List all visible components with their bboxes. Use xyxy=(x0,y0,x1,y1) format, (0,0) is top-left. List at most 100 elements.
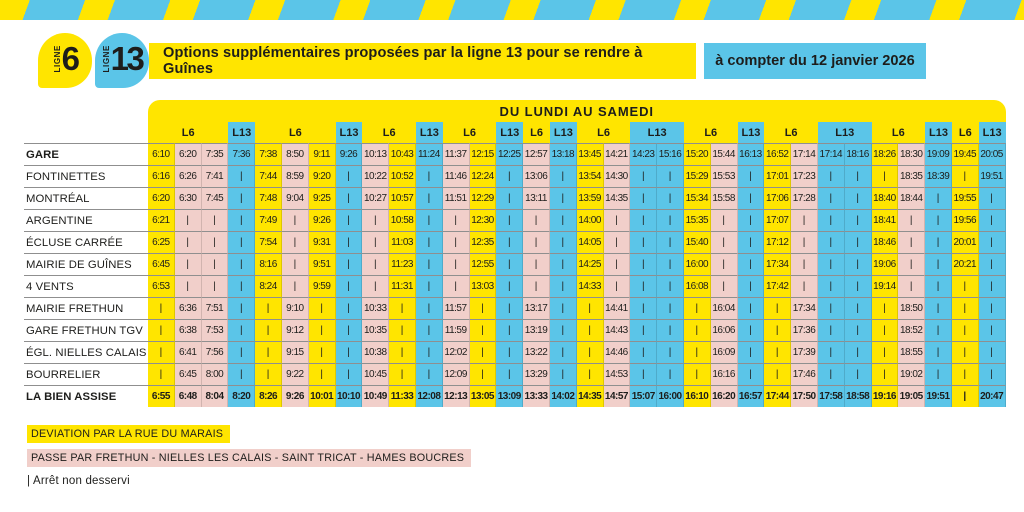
time-cell: 13:18 xyxy=(549,143,577,165)
time-cell: 8:20 xyxy=(228,385,256,407)
time-cell: | xyxy=(764,297,792,319)
time-cell: | xyxy=(951,341,979,363)
time-cell: | xyxy=(442,275,470,297)
time-cell: 20:05 xyxy=(978,143,1006,165)
time-cell: 16:20 xyxy=(710,385,738,407)
time-cell: 13:22 xyxy=(523,341,550,363)
time-cell: 13:11 xyxy=(523,187,550,209)
time-cell: | xyxy=(415,319,443,341)
time-cell: 6:10 xyxy=(148,143,175,165)
line-group-label: L13 xyxy=(549,122,577,143)
time-cell: | xyxy=(630,341,658,363)
time-cell: | xyxy=(657,209,684,231)
legend-frethun: PASSE PAR FRETHUN - NIELLES LES CALAIS -… xyxy=(27,449,472,467)
time-cell: | xyxy=(951,165,979,187)
time-cell: 16:52 xyxy=(764,143,792,165)
time-cell: 17:42 xyxy=(764,275,792,297)
time-cell: 10:45 xyxy=(362,363,390,385)
time-cell: 7:44 xyxy=(255,165,282,187)
time-cell: 17:28 xyxy=(791,187,818,209)
time-cell: | xyxy=(764,363,792,385)
time-cell: 18:39 xyxy=(925,165,952,187)
time-cell: | xyxy=(925,363,952,385)
time-cell: 19:02 xyxy=(898,363,926,385)
time-cell: 16:08 xyxy=(683,275,711,297)
time-cell: | xyxy=(576,297,604,319)
time-cell: | xyxy=(415,253,443,275)
time-cell: 6:38 xyxy=(174,319,202,341)
time-cell: | xyxy=(549,297,577,319)
time-cell: | xyxy=(630,319,658,341)
time-cell: | xyxy=(255,319,282,341)
time-cell: 10:13 xyxy=(362,143,390,165)
time-cell: 7:45 xyxy=(201,187,229,209)
time-cell: | xyxy=(335,341,363,363)
time-cell: 19:09 xyxy=(925,143,952,165)
time-cell: 6:41 xyxy=(174,341,202,363)
time-cell: | xyxy=(737,341,765,363)
time-cell: | xyxy=(496,253,524,275)
time-cell: | xyxy=(335,165,363,187)
time-cell: | xyxy=(710,253,738,275)
time-cell: 16:10 xyxy=(683,385,711,407)
time-cell: 12:55 xyxy=(469,253,497,275)
time-cell: 17:12 xyxy=(764,231,792,253)
time-cell: 14:25 xyxy=(576,253,604,275)
time-cell: 17:39 xyxy=(791,341,818,363)
time-cell: | xyxy=(630,275,658,297)
time-cell: 6:21 xyxy=(148,209,175,231)
time-cell: 19:06 xyxy=(871,253,899,275)
time-cell: 11:33 xyxy=(389,385,416,407)
time-cell: 6:48 xyxy=(174,385,202,407)
time-cell: | xyxy=(549,319,577,341)
time-cell: | xyxy=(415,187,443,209)
time-cell: 11:23 xyxy=(389,253,416,275)
time-cell: | xyxy=(817,319,845,341)
time-cell: 8:26 xyxy=(255,385,282,407)
time-cell: | xyxy=(174,253,202,275)
time-cell: | xyxy=(978,319,1006,341)
line-group-label: L6 xyxy=(951,122,979,143)
time-cell: | xyxy=(335,297,363,319)
time-cell: 19:45 xyxy=(951,143,979,165)
time-cell: 13:05 xyxy=(469,385,497,407)
time-cell: 19:56 xyxy=(951,209,979,231)
time-cell: | xyxy=(978,363,1006,385)
line-group-label: L6 xyxy=(683,122,738,143)
time-cell: | xyxy=(844,187,872,209)
time-cell: 10:49 xyxy=(362,385,390,407)
time-cell: 16:09 xyxy=(710,341,738,363)
time-cell: | xyxy=(228,165,256,187)
time-cell: | xyxy=(469,341,497,363)
time-cell: | xyxy=(389,319,416,341)
time-cell: 17:50 xyxy=(791,385,818,407)
time-cell: | xyxy=(362,275,390,297)
time-cell: | xyxy=(496,297,524,319)
time-cell: | xyxy=(898,275,926,297)
effective-date: à compter du 12 janvier 2026 xyxy=(704,42,926,79)
time-cell: 11:37 xyxy=(442,143,470,165)
time-cell: 12:02 xyxy=(442,341,470,363)
time-cell: 15:20 xyxy=(683,143,711,165)
time-cell: 19:51 xyxy=(925,385,952,407)
time-cell: | xyxy=(201,209,229,231)
time-cell: | xyxy=(817,165,845,187)
time-cell: | xyxy=(442,253,470,275)
time-cell: 18:50 xyxy=(898,297,926,319)
time-cell: 6:20 xyxy=(148,187,175,209)
time-cell: 18:58 xyxy=(844,385,872,407)
time-cell: 13:54 xyxy=(576,165,604,187)
time-cell: | xyxy=(496,319,524,341)
time-cell: | xyxy=(737,187,765,209)
time-cell: 6:45 xyxy=(148,253,175,275)
time-cell: 17:34 xyxy=(764,253,792,275)
time-cell: | xyxy=(469,297,497,319)
time-cell: | xyxy=(576,319,604,341)
time-cell: | xyxy=(415,231,443,253)
time-cell: | xyxy=(362,231,390,253)
time-cell: 10:43 xyxy=(389,143,416,165)
time-cell: | xyxy=(791,231,818,253)
time-cell: | xyxy=(469,363,497,385)
time-cell: 12:24 xyxy=(469,165,497,187)
